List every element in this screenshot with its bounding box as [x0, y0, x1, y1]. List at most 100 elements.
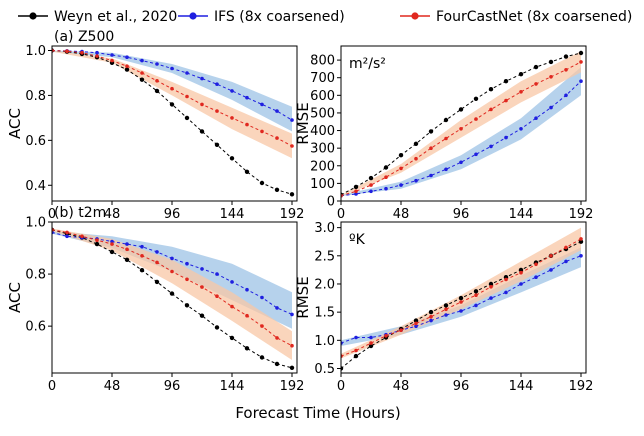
ifs-data-point	[534, 275, 538, 280]
ifs-data-point	[384, 186, 388, 191]
weyn-data-point	[578, 239, 584, 244]
ifs-data-point	[474, 152, 478, 157]
weyn-data-point	[169, 291, 175, 296]
weyn-data-point	[184, 115, 190, 121]
y-tick-label: 200	[310, 159, 335, 174]
ifs-data-point	[290, 312, 294, 317]
plot-area	[52, 227, 295, 370]
weyn-data-point	[473, 96, 479, 102]
x-tick-label: 96	[164, 379, 181, 394]
weyn-data-point	[443, 117, 449, 123]
fcn-data-point	[384, 175, 388, 179]
weyn-data-point	[368, 175, 374, 181]
fcn-data-point	[140, 254, 144, 258]
fcn-data-point	[504, 98, 508, 103]
fcn-data-point	[549, 254, 553, 258]
fcn-data-point	[414, 321, 418, 326]
ifs-data-point	[260, 295, 264, 300]
ifs-data-point	[140, 58, 144, 63]
fcn-data-point	[65, 230, 69, 235]
weyn-data-point	[244, 169, 250, 174]
weyn-data-point	[443, 303, 449, 308]
legend-entry: FourCastNet (8x coarsened)	[400, 9, 632, 25]
weyn-data-point	[428, 309, 434, 315]
fcn-data-point	[260, 129, 264, 134]
x-tick-label: 144	[220, 207, 245, 222]
ifs-data-point	[489, 296, 493, 300]
ifs-data-point	[245, 287, 249, 292]
fcn-data-point	[474, 117, 478, 121]
fcn-data-point	[275, 336, 279, 340]
fcn-data-point	[474, 293, 478, 298]
y-tick-label: 0.6	[25, 320, 46, 335]
weyn-data-point	[473, 289, 479, 294]
chart-panel: 0 48 96 144 192 0.4 0.6 0.8 1.0 ACC (a) Z500	[6, 29, 304, 222]
fcn-data-point	[125, 64, 129, 68]
fcn-series	[341, 237, 583, 358]
weyn-data-point	[154, 88, 160, 94]
fcn-data-point	[579, 60, 583, 64]
y-axis-label: ACC	[6, 282, 24, 313]
ifs-data-point	[429, 173, 433, 178]
weyn-data-point	[154, 279, 160, 285]
fcn-series-line	[341, 238, 582, 357]
weyn-data-point	[458, 107, 464, 112]
fcn-data-point	[200, 102, 204, 107]
fcn-data-point	[384, 334, 388, 338]
fcn-data-point	[354, 189, 358, 194]
ifs-series	[341, 79, 583, 198]
y-tick-label: 0	[327, 195, 335, 210]
fcn-uncertainty-band	[341, 227, 581, 359]
x-tick-label: 48	[393, 207, 410, 222]
weyn-data-point	[413, 141, 419, 146]
weyn-series	[52, 227, 295, 370]
y-tick-label: 2.0	[314, 277, 335, 292]
x-tick-label: 0	[337, 379, 345, 394]
x-tick-label: 144	[220, 379, 245, 394]
x-tick-label: 0	[337, 207, 345, 222]
y-tick-label: 1.0	[25, 44, 46, 59]
weyn-data-point	[341, 366, 344, 371]
ifs-data-point	[125, 242, 129, 246]
weyn-data-point	[124, 257, 130, 262]
fcn-data-point	[170, 86, 174, 91]
ifs-data-point	[275, 306, 279, 310]
legend-entry: Weyn et al., 2020	[18, 9, 177, 25]
ifs-data-point	[549, 105, 553, 110]
ifs-data-point	[519, 127, 523, 131]
ifs-data-point	[504, 290, 508, 295]
fcn-data-point	[65, 49, 69, 53]
ifs-data-point	[474, 303, 478, 308]
weyn-data-point	[214, 142, 220, 147]
weyn-data-point	[169, 102, 175, 107]
weyn-data-point	[259, 355, 265, 360]
ifs-uncertainty-band	[52, 50, 292, 132]
x-tick-label: 192	[280, 207, 305, 222]
weyn-data-point	[214, 325, 220, 330]
y-tick-label: 100	[310, 177, 335, 192]
y-tick-label: 1.0	[25, 216, 46, 231]
weyn-data-point	[353, 353, 359, 359]
weyn-data-point	[488, 87, 494, 92]
weyn-series-line	[52, 50, 293, 195]
fcn-data-point	[354, 348, 358, 353]
y-tick-label: 2.5	[314, 249, 335, 264]
panel-title: (b) t2m	[54, 205, 106, 221]
weyn-data-point	[199, 313, 205, 318]
ifs-data-point	[110, 239, 114, 244]
weyn-data-point	[503, 79, 509, 84]
weyn-data-point	[518, 72, 524, 77]
y-tick-label: 0.6	[25, 134, 46, 149]
ifs-data-point	[65, 234, 69, 239]
ifs-data-point	[579, 79, 583, 83]
legend-marker	[411, 12, 419, 20]
weyn-data-point	[398, 153, 404, 158]
weyn-data-point	[458, 295, 464, 301]
fcn-data-point	[399, 328, 403, 333]
fcn-data-point	[275, 136, 279, 140]
fcn-data-point	[230, 116, 234, 120]
fcn-data-point	[140, 71, 144, 75]
weyn-data-point	[289, 365, 295, 370]
